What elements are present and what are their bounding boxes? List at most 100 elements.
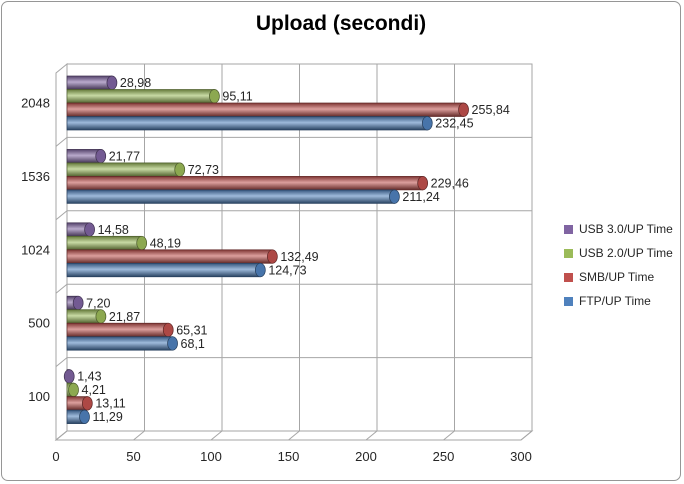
data-label: 232,45 xyxy=(435,117,473,131)
bar-cap xyxy=(95,149,107,164)
legend-label: USB 2.0/UP Time xyxy=(579,246,673,260)
left-wall xyxy=(55,62,68,442)
data-label: 4,21 xyxy=(82,383,106,397)
legend-swatch-icon xyxy=(564,248,573,258)
bar-body xyxy=(66,249,273,264)
bar-cap xyxy=(417,176,429,191)
bar-body xyxy=(66,322,169,338)
bar-cap xyxy=(167,336,178,351)
x-tick xyxy=(210,430,223,441)
bar-ftp-1024: 124,73 xyxy=(66,262,307,278)
bar-usb20-2048: 95,11 xyxy=(66,89,253,104)
data-label: 21,77 xyxy=(109,149,140,163)
data-label: 11,29 xyxy=(92,410,122,424)
data-label: 255,84 xyxy=(472,103,510,117)
bar-usb20-1536: 72,73 xyxy=(66,162,219,177)
bar-usb30-1536: 21,77 xyxy=(66,149,140,164)
x-tick-label: 50 xyxy=(126,449,140,464)
legend: USB 3.0/UP Time USB 2.0/UP Time SMB/UP Tim… xyxy=(564,217,673,313)
data-label: 65,31 xyxy=(176,323,207,337)
bar-body xyxy=(66,235,143,251)
data-label: 13,11 xyxy=(95,397,125,411)
bar-cap xyxy=(79,409,90,424)
legend-item-4: FTP/UP Time xyxy=(564,289,673,313)
bar-ftp-100: 11,29 xyxy=(66,409,123,424)
legend-label: USB 3.0/UP Time xyxy=(579,222,673,236)
bar-ftp-1536: 211,24 xyxy=(66,189,440,204)
data-label: 7,20 xyxy=(86,296,110,310)
bar-body xyxy=(66,162,181,177)
category-tick xyxy=(55,357,68,367)
bar-smb-1024: 132,49 xyxy=(66,249,319,264)
bar-cap xyxy=(421,116,433,131)
x-tick-label: 0 xyxy=(52,449,59,464)
category-label: 1536 xyxy=(21,169,50,184)
legend-item-1: USB 3.0/UP Time xyxy=(564,217,673,241)
bar-cap xyxy=(162,322,174,338)
x-tick-label: 300 xyxy=(510,449,532,464)
x-tick-label: 250 xyxy=(433,449,455,464)
bar-cap xyxy=(81,396,93,411)
data-label: 72,73 xyxy=(188,163,219,177)
bar-usb30-1024: 14,58 xyxy=(66,222,129,237)
data-label: 211,24 xyxy=(402,190,439,204)
data-label: 48,19 xyxy=(150,236,181,250)
data-label: 132,49 xyxy=(280,250,318,264)
bar-cap xyxy=(68,382,79,397)
data-label: 95,11 xyxy=(222,90,252,104)
data-label: 28,98 xyxy=(120,76,151,90)
bar-ftp-500: 68,1 xyxy=(66,336,205,351)
bar-body xyxy=(66,75,113,90)
bar-cap xyxy=(389,189,400,204)
bar-cap xyxy=(209,89,220,104)
legend-swatch-icon xyxy=(564,224,573,234)
category-label: 500 xyxy=(28,316,50,331)
bar-cap xyxy=(458,102,469,117)
x-tick xyxy=(443,430,455,441)
x-tick-label: 150 xyxy=(278,449,300,464)
data-label: 21,87 xyxy=(109,310,140,324)
bar-cap xyxy=(95,309,107,324)
x-tick xyxy=(288,430,300,441)
bar-ftp-2048: 232,45 xyxy=(66,116,474,131)
bar-cap xyxy=(72,295,84,311)
x-tick xyxy=(365,430,378,441)
bar-smb-2048: 255,84 xyxy=(66,102,510,117)
category-label: 2048 xyxy=(21,96,50,111)
data-label: 68,1 xyxy=(181,337,205,351)
bar-usb30-100: 1,43 xyxy=(63,369,102,384)
bar-cap xyxy=(254,262,266,278)
bar-smb-1536: 229,46 xyxy=(66,176,469,191)
x-tick xyxy=(133,430,145,441)
data-label: 124,73 xyxy=(268,263,306,277)
bar-usb30-2048: 28,98 xyxy=(66,75,151,90)
bar-cap xyxy=(106,75,118,90)
bar-cap xyxy=(136,235,148,251)
bar-smb-100: 13,11 xyxy=(66,396,126,411)
data-label: 1,43 xyxy=(77,370,101,384)
legend-label: SMB/UP Time xyxy=(579,270,655,284)
chart-title: Upload (secondi) xyxy=(255,12,427,35)
data-label: 229,46 xyxy=(431,176,469,190)
bar-body xyxy=(66,189,395,204)
bar-body xyxy=(66,336,173,351)
bar-body xyxy=(66,116,428,131)
bar-smb-500: 65,31 xyxy=(66,322,208,338)
x-tick xyxy=(520,430,533,441)
legend-swatch-icon xyxy=(564,296,573,306)
x-tick xyxy=(55,430,68,441)
x-tick-label: 200 xyxy=(355,449,377,464)
bar-cap xyxy=(63,369,75,384)
category-label: 1024 xyxy=(21,242,50,257)
bar-body xyxy=(66,89,215,104)
bar-cap xyxy=(84,222,95,237)
category-tick xyxy=(55,283,68,294)
legend-swatch-icon xyxy=(564,272,573,282)
x-tick-label: 100 xyxy=(200,449,222,464)
bar-cap xyxy=(267,249,278,264)
bar-usb20-1024: 48,19 xyxy=(66,235,181,251)
category-label: 100 xyxy=(28,389,50,404)
bar-body xyxy=(66,176,424,191)
